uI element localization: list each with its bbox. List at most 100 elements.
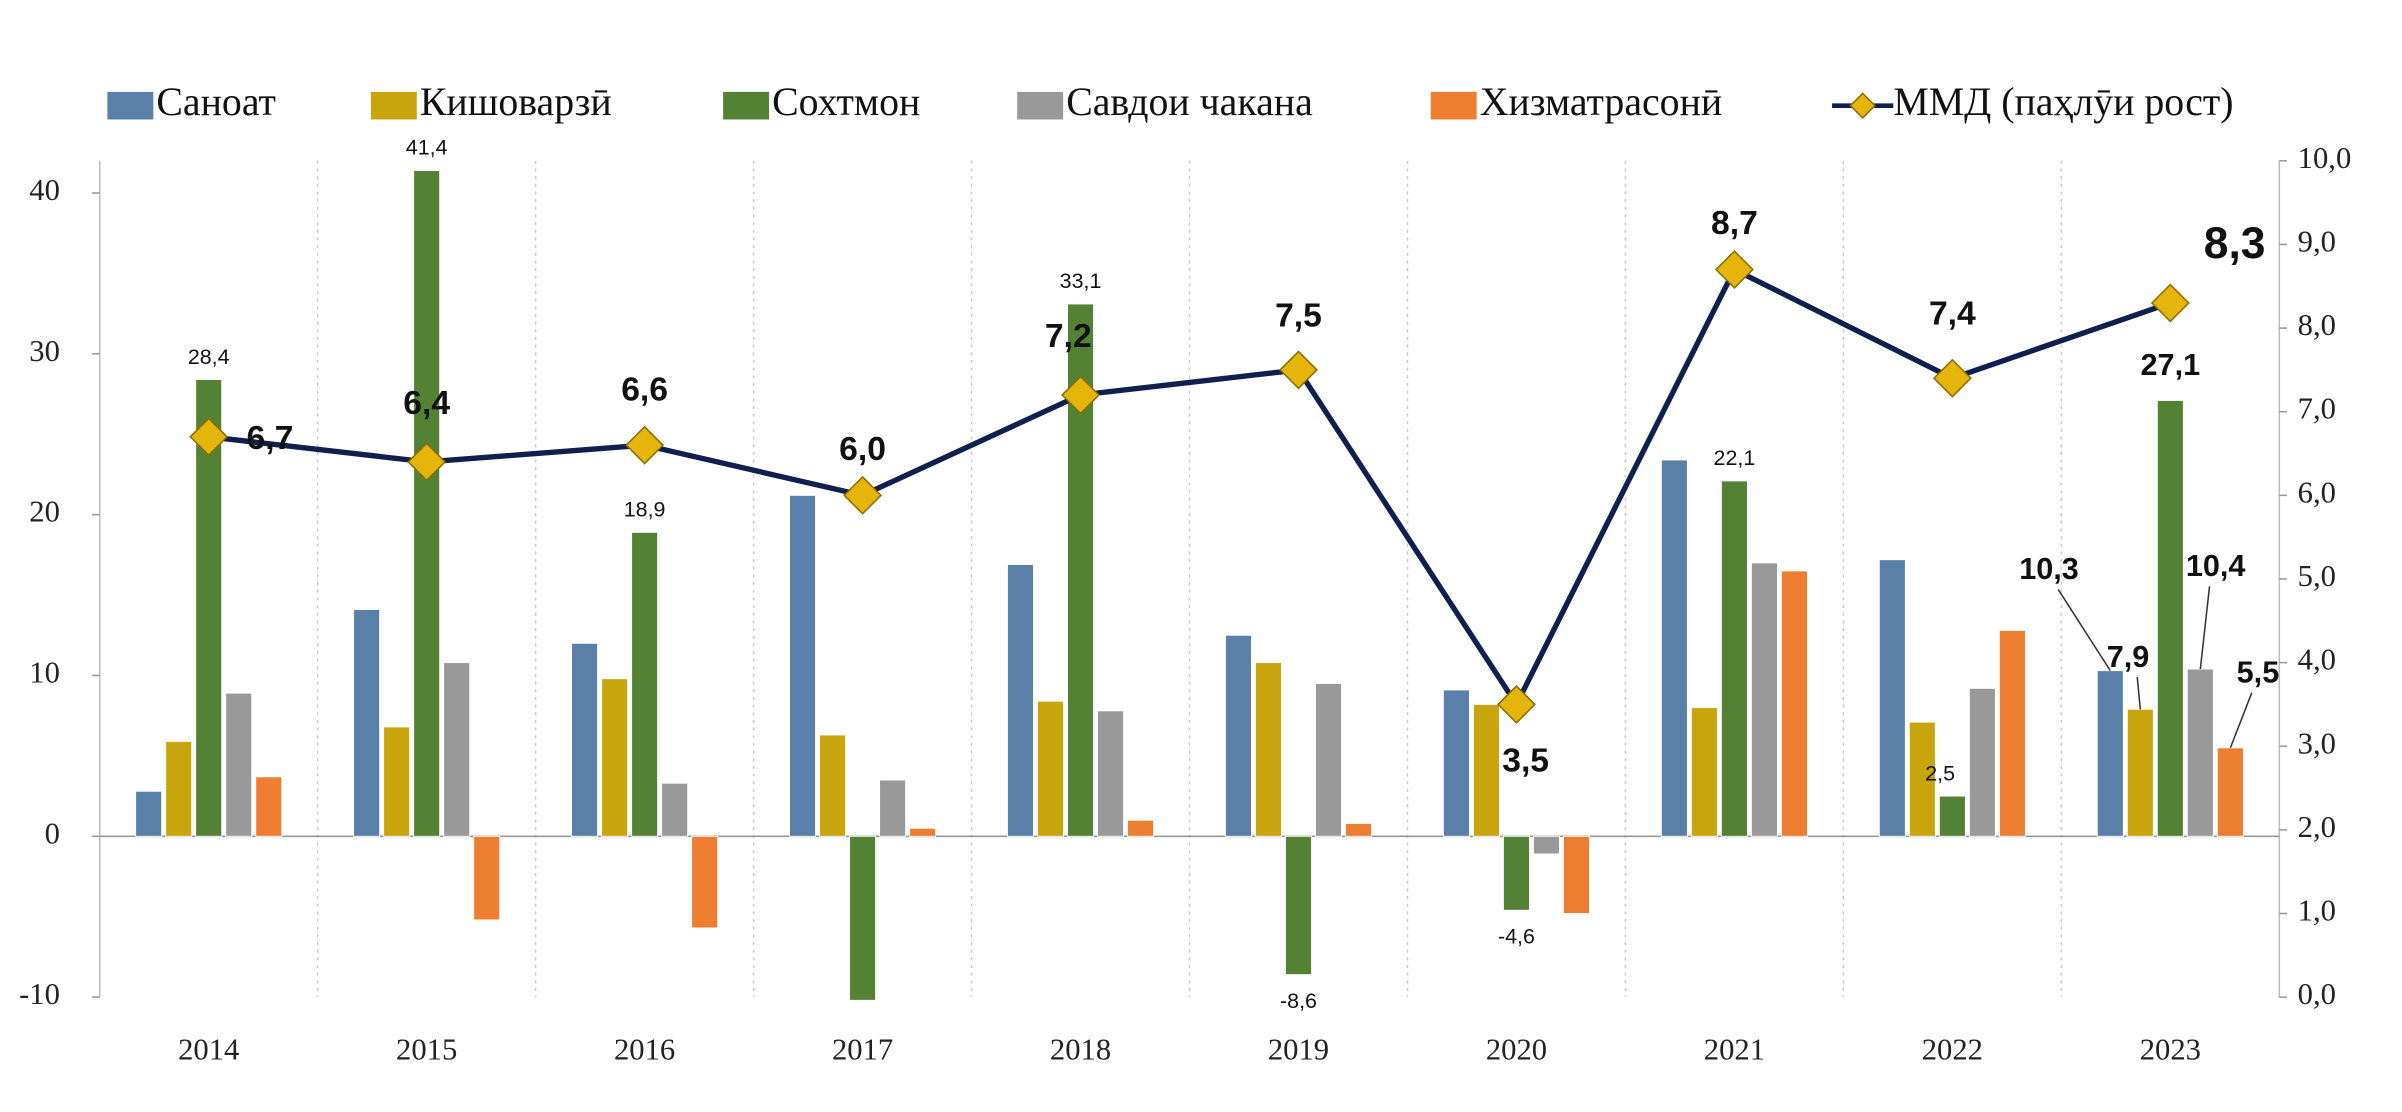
bar	[879, 779, 907, 837]
bar	[1007, 564, 1034, 837]
leader-line	[2057, 589, 2111, 672]
legend-label: Саноат	[156, 80, 275, 124]
bar	[1254, 662, 1282, 837]
bar	[1998, 629, 2026, 837]
gdp-label: 8,7	[1711, 205, 1758, 242]
plot: 2014 2015 2016 2017 2018 2019 2020 2021 2022 2023…	[135, 136, 2280, 1066]
bar	[691, 835, 719, 929]
bar	[1285, 835, 1312, 976]
bar	[1938, 795, 1966, 837]
value-label: 28,4	[188, 345, 230, 369]
bar	[631, 531, 659, 837]
gdp-marker	[407, 442, 447, 482]
y-tick-label: 40	[29, 173, 60, 207]
gdp-marker	[1279, 350, 1318, 390]
value-label: 27,1	[2141, 348, 2201, 382]
y-tick-label: 0	[45, 816, 60, 850]
legend-label: Кишоварзӣ	[420, 80, 612, 124]
y2-tick-label: 4,0	[2298, 643, 2336, 677]
x-tick-label: 2015	[396, 1032, 457, 1066]
y2-tick-label: 0,0	[2298, 977, 2336, 1011]
y2-tick-label: 10,0	[2298, 141, 2352, 175]
value-label: 10,4	[2186, 549, 2246, 583]
gdp-label: 3,5	[1502, 743, 1549, 780]
bar	[225, 692, 253, 837]
y2-tick-label: 7,0	[2298, 392, 2336, 426]
value-label: -4,6	[1498, 925, 1535, 949]
grid: -10 0 10 20 30 40 0,0 1,0 2,0 3,0 4,0 5,0 6,0 7,0 8,0 9…	[19, 141, 2351, 1011]
bar	[1878, 559, 1906, 837]
value-label: -8,6	[1280, 989, 1317, 1013]
bar	[413, 170, 441, 837]
legend-swatch	[107, 91, 154, 120]
gdp-marker	[843, 475, 883, 515]
bar	[601, 678, 629, 837]
y2-tick-label: 9,0	[2298, 224, 2336, 258]
bar	[2126, 708, 2154, 837]
y2-tick-label: 8,0	[2298, 308, 2336, 342]
x-tick-label: 2017	[832, 1032, 893, 1066]
gdp-label: 8,3	[2204, 219, 2266, 268]
bar	[1750, 562, 1778, 837]
gdp-line	[208, 265, 2172, 710]
bar	[1720, 480, 1748, 837]
gdp-marker	[1714, 250, 1754, 290]
value-label: 5,5	[2237, 655, 2280, 689]
y-tick-label: -10	[19, 977, 60, 1011]
bar	[789, 494, 817, 837]
bar	[661, 782, 689, 837]
value-label: 7,9	[2107, 640, 2150, 674]
y-tick-label: 10	[29, 656, 60, 690]
bar	[2096, 670, 2124, 837]
bar	[1037, 700, 1064, 837]
bar	[1472, 703, 1500, 837]
x-tick-label: 2018	[1050, 1032, 1111, 1066]
gdp-label: 7,2	[1045, 318, 1092, 355]
y-tick-label: 20	[29, 495, 60, 529]
bar	[1908, 721, 1936, 837]
gdp-marker	[2150, 283, 2190, 323]
bar	[1345, 822, 1373, 837]
gdp-label: 6,7	[247, 420, 294, 457]
bar	[1660, 459, 1688, 837]
bar	[135, 790, 163, 837]
bar	[353, 609, 381, 837]
legend-label: Сохтмон	[772, 80, 920, 124]
value-label: 10,3	[2019, 552, 2079, 586]
legend: Саноат Кишоварзӣ Сохтмон Савдои чакана Хизма…	[107, 80, 2234, 124]
gdp-marker	[1496, 684, 1536, 724]
x-tick-label: 2020	[1486, 1032, 1547, 1066]
bar	[571, 642, 599, 837]
y2-tick-label: 3,0	[2298, 726, 2336, 760]
bar	[1442, 689, 1470, 837]
legend-label: Хизматрасонӣ	[1480, 80, 1722, 124]
bar	[165, 740, 193, 837]
bar	[1502, 835, 1530, 911]
bar	[2186, 668, 2214, 837]
y2-tick-label: 6,0	[2298, 475, 2336, 509]
gdp-marker	[189, 417, 229, 457]
bar	[1690, 707, 1718, 837]
bar	[1780, 570, 1808, 837]
gdp-label: 7,4	[1929, 295, 1976, 332]
bar	[1532, 835, 1560, 855]
x-tick-label: 2023	[2140, 1032, 2201, 1066]
leader-line	[2136, 677, 2142, 710]
legend-label: ММД (паҳлӯи рост)	[1893, 80, 2233, 124]
x-tick-label: 2014	[178, 1032, 239, 1066]
legend-label: Савдои чакана	[1066, 80, 1313, 124]
y2-tick-label: 1,0	[2298, 894, 2336, 928]
x-tick-label: 2022	[1922, 1032, 1983, 1066]
gdp-marker	[1061, 375, 1100, 415]
y2-tick-label: 5,0	[2298, 559, 2336, 593]
gdp-label: 6,4	[403, 385, 450, 422]
gdp-marker	[1932, 358, 1972, 398]
y-tick-label: 30	[29, 334, 60, 368]
x-tick-label: 2016	[614, 1032, 675, 1066]
bar	[1315, 683, 1342, 837]
value-label: 22,1	[1714, 446, 1756, 470]
bar	[2216, 747, 2244, 837]
value-label: 33,1	[1060, 269, 1102, 293]
gdp-marker	[625, 425, 665, 465]
